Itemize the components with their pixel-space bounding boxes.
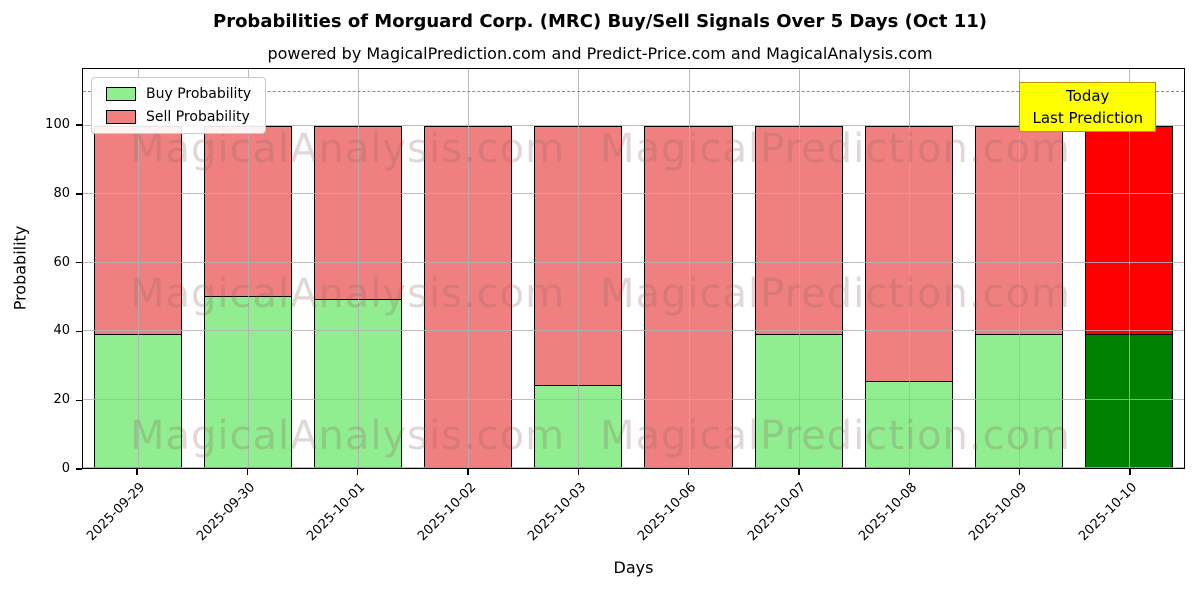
x-tick-mark <box>246 469 249 475</box>
x-tick-mark <box>1018 469 1021 475</box>
legend-row-buy: Buy Probability <box>106 86 251 102</box>
v-gridline <box>688 69 690 468</box>
chart-subtitle: powered by MagicalPrediction.com and Pre… <box>267 44 933 63</box>
buy-segment <box>974 334 1063 468</box>
x-tick-mark <box>467 469 469 475</box>
y-tick-mark <box>76 261 82 264</box>
chart-title: Probabilities of Morguard Corp. (MRC) Bu… <box>213 11 987 32</box>
buy-swatch-icon <box>106 87 136 101</box>
x-tick-mark <box>687 469 690 475</box>
sell-segment <box>314 125 403 301</box>
sell-segment <box>644 125 733 468</box>
buy-segment <box>1084 334 1173 468</box>
annotation-line2: Last Prediction <box>1032 109 1143 127</box>
legend-row-sell: Sell Probability <box>106 109 251 125</box>
y-tick-label: 20 <box>53 392 70 408</box>
v-gridline <box>358 69 360 468</box>
x-tick-mark <box>136 469 138 475</box>
bar-group <box>644 125 733 468</box>
sell-segment <box>534 125 623 386</box>
x-tick-label: 2025-10-10 <box>1076 480 1141 545</box>
sell-segment <box>974 125 1063 335</box>
bar-group <box>754 125 843 468</box>
y-tick-label: 60 <box>53 254 70 270</box>
today-annotation-box: Today Last Prediction <box>1019 82 1156 132</box>
x-tick-label: 2025-09-30 <box>194 480 259 545</box>
h-gridline <box>83 261 1184 263</box>
x-tick-mark <box>357 469 359 475</box>
y-tick-label: 40 <box>53 323 70 339</box>
v-gridline <box>1018 69 1020 468</box>
legend-box: Buy Probability Sell Probability <box>91 77 267 134</box>
v-gridline <box>138 69 140 468</box>
y-tick-label: 0 <box>61 461 70 476</box>
h-gridline <box>83 330 1184 332</box>
y-tick-mark <box>76 399 82 401</box>
x-tick-label: 2025-10-07 <box>745 480 810 545</box>
y-tick-mark <box>76 330 82 333</box>
x-axis-label: Days <box>613 558 654 577</box>
h-gridline <box>83 398 1184 400</box>
legend-label-buy: Buy Probability <box>146 86 252 102</box>
v-gridline <box>1128 69 1130 468</box>
h-gridline <box>83 193 1184 195</box>
threshold-dashed-line <box>83 90 1184 92</box>
bar-group <box>974 125 1063 468</box>
x-tick-label: 2025-09-29 <box>83 480 148 545</box>
x-tick-label: 2025-10-06 <box>635 480 700 545</box>
v-gridline <box>908 69 910 468</box>
legend-label-sell: Sell Probability <box>146 109 250 125</box>
bar-group <box>1084 125 1173 468</box>
x-tick-label: 2025-10-03 <box>524 480 589 545</box>
x-tick-mark <box>1129 469 1131 475</box>
bar-slot <box>633 69 743 468</box>
x-tick-label: 2025-10-01 <box>304 480 369 545</box>
sell-segment <box>864 125 953 383</box>
x-tick-mark <box>798 469 800 475</box>
y-tick-label: 80 <box>53 185 70 201</box>
y-axis-label: Probability <box>10 225 30 311</box>
annotation-line1: Today <box>1066 87 1110 105</box>
h-gridline <box>83 467 1184 468</box>
sell-segment <box>754 125 843 335</box>
bar-slot <box>1074 69 1184 468</box>
v-gridline <box>578 69 580 468</box>
bar-group <box>864 125 953 468</box>
x-tick-label: 2025-10-08 <box>855 480 920 545</box>
y-tick-mark <box>76 468 82 470</box>
bar-group <box>534 125 623 468</box>
y-tick-mark <box>76 193 82 195</box>
bar-slot <box>854 69 964 468</box>
sell-swatch-icon <box>106 110 136 124</box>
x-tick-label: 2025-10-09 <box>966 480 1031 545</box>
h-gridline <box>83 124 1184 126</box>
buy-segment <box>754 334 843 468</box>
x-tick-label: 2025-10-02 <box>414 480 479 545</box>
v-gridline <box>468 69 470 468</box>
v-gridline <box>798 69 800 468</box>
bar-slot <box>744 69 854 468</box>
x-tick-mark <box>908 469 910 475</box>
y-tick-label: 100 <box>45 117 70 133</box>
bar-slot <box>964 69 1074 468</box>
bar-slot <box>523 69 633 468</box>
x-tick-mark <box>577 469 580 475</box>
plot-area: Buy Probability Sell Probability Today L… <box>82 68 1185 469</box>
v-gridline <box>248 69 250 468</box>
y-tick-mark <box>76 124 82 126</box>
